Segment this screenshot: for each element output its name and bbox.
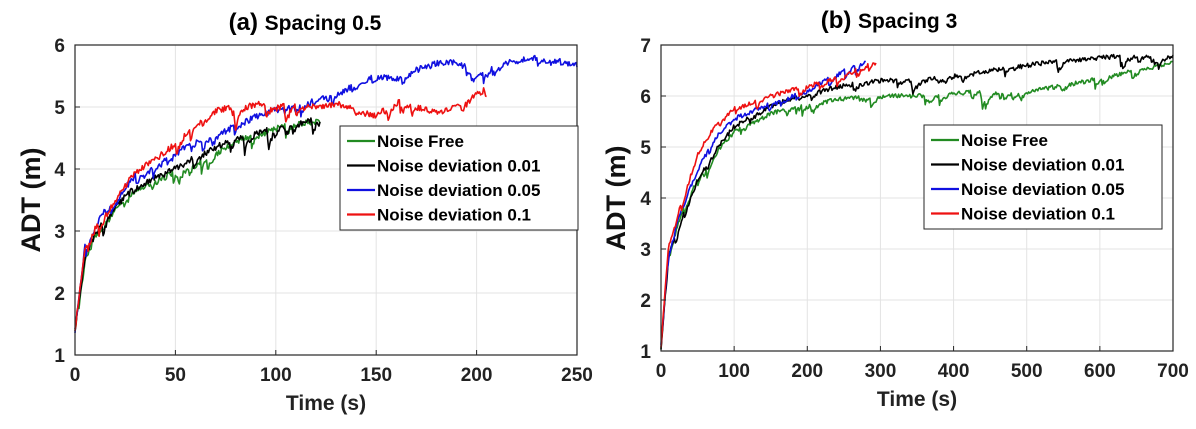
y-tick-label: 4 <box>640 189 651 210</box>
x-tick-label: 50 <box>165 365 186 386</box>
y-tick-label: 4 <box>54 160 65 181</box>
chart-panel-a: 0 50 100 150 200 250 1 2 3 4 5 6 (a) Spacing 0.5 Time… <box>16 9 593 415</box>
x-tick-label: 600 <box>1084 361 1116 382</box>
chart-title-prefix: (a) <box>229 9 265 36</box>
y-tick-label: 5 <box>54 98 65 119</box>
x-axis-label: Time (s) <box>286 392 366 415</box>
chart-title: (b) Spacing 3 <box>821 7 958 34</box>
x-tick-label: 250 <box>561 365 593 386</box>
x-tick-label: 500 <box>1011 361 1043 382</box>
series-line-noise-free <box>660 60 1174 350</box>
series-line-noise-deviation-0-01 <box>74 117 321 330</box>
x-tick-label: 100 <box>718 361 750 382</box>
y-tick-label: 6 <box>54 36 65 57</box>
series-line-noise-deviation-0-05 <box>660 60 866 345</box>
legend-entry-label: Noise deviation 0.01 <box>961 156 1124 175</box>
x-tick-label: 0 <box>70 365 81 386</box>
y-tick-label: 2 <box>54 284 65 305</box>
legend: Noise Free Noise deviation 0.01 Noise devi… <box>339 125 579 231</box>
series-line-noise-deviation-0-1 <box>660 62 877 348</box>
legend-entry-label: Noise deviation 0.05 <box>377 181 540 200</box>
x-tick-label: 150 <box>360 365 392 386</box>
series-line-noise-free <box>74 118 321 332</box>
y-tick-label: 3 <box>54 222 65 243</box>
y-tick-label: 1 <box>54 346 65 367</box>
legend: Noise Free Noise deviation 0.01 Noise devi… <box>923 124 1163 230</box>
x-tick-label: 0 <box>656 361 667 382</box>
legend-entry-label: Noise Free <box>377 132 464 151</box>
y-axis-label: ADT (m) <box>16 148 46 253</box>
y-tick-label: 2 <box>640 291 651 312</box>
legend-entry-label: Noise deviation 0.1 <box>377 206 531 225</box>
x-tick-label: 700 <box>1157 361 1189 382</box>
y-tick-label: 5 <box>640 138 651 159</box>
y-tick-label: 3 <box>640 240 651 261</box>
chart-title: (a) Spacing 0.5 <box>229 9 382 36</box>
chart-title-text: Spacing 3 <box>858 10 957 33</box>
y-axis-label: ADT (m) <box>601 146 631 251</box>
legend-entry-label: Noise deviation 0.01 <box>377 157 540 176</box>
legend-entry-label: Noise Free <box>961 131 1048 150</box>
series-line-noise-deviation-0-01 <box>660 53 1174 350</box>
x-tick-label: 200 <box>461 365 493 386</box>
chart-panel-b: 0 100 200 300 400 500 600 700 1 2 3 4 5 6 7 (b) Spacing… <box>601 7 1189 411</box>
x-tick-label: 200 <box>791 361 823 382</box>
x-tick-label: 100 <box>260 365 292 386</box>
legend-box <box>339 125 579 231</box>
series-line-noise-deviation-0-1 <box>74 87 487 331</box>
y-tick-label: 1 <box>640 342 651 363</box>
x-tick-label: 300 <box>865 361 897 382</box>
x-tick-label: 400 <box>938 361 970 382</box>
y-tick-label: 7 <box>640 36 651 57</box>
series-line-noise-deviation-0-05 <box>74 54 578 334</box>
y-tick-label: 6 <box>640 87 651 108</box>
legend-entry-label: Noise deviation 0.05 <box>961 180 1124 199</box>
chart-title-text: Spacing 0.5 <box>265 12 382 35</box>
legend-box <box>923 124 1163 230</box>
chart-title-prefix: (b) <box>821 7 858 34</box>
legend-entry-label: Noise deviation 0.1 <box>961 205 1115 224</box>
x-axis-label: Time (s) <box>877 388 957 411</box>
